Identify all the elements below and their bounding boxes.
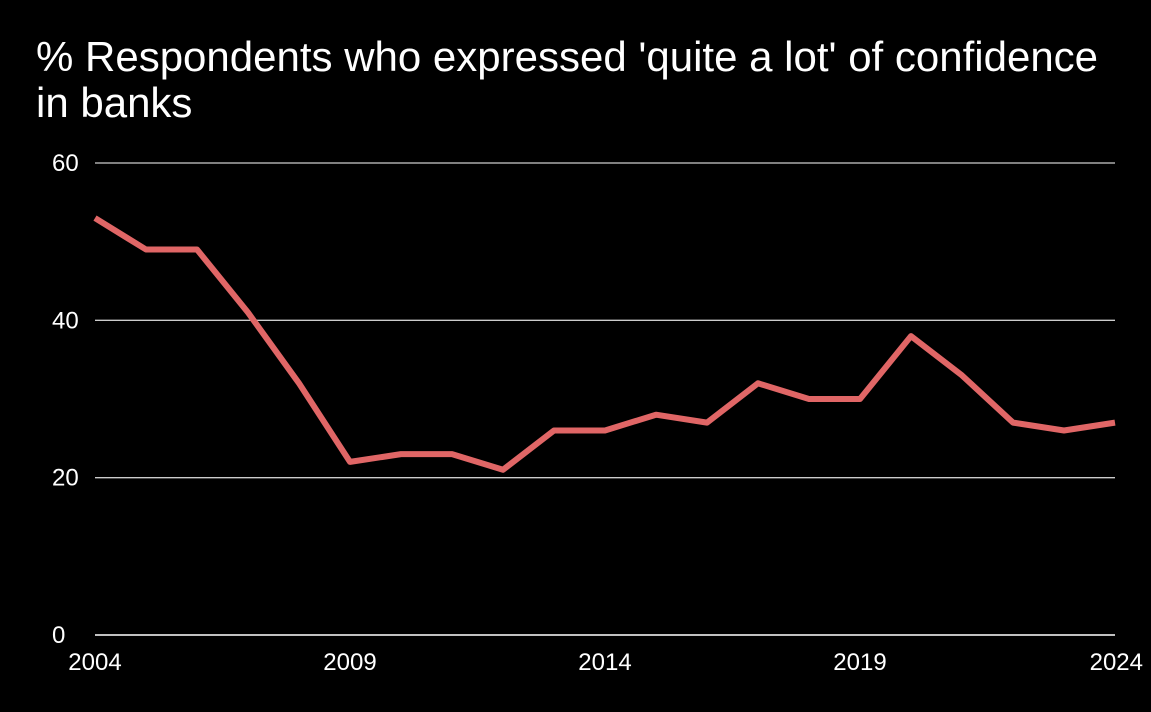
y-tick-label: 40	[52, 307, 79, 334]
series-layer	[93, 215, 1116, 473]
x-tick-label: 2009	[323, 649, 376, 676]
x-axis-tick-labels: 2004 2009 2014 2019 2024	[68, 649, 1143, 676]
chart-title: % Respondents who expressed 'quite a lot…	[36, 33, 1099, 126]
y-tick-label: 20	[52, 465, 79, 492]
x-tick-label: 2004	[68, 649, 121, 676]
x-tick-label: 2024	[1090, 649, 1143, 676]
x-tick-label: 2019	[833, 649, 886, 676]
series-line	[93, 215, 1116, 473]
gridlines	[95, 162, 1115, 479]
y-tick-label: 60	[52, 150, 79, 177]
y-tick-label: 0	[52, 622, 65, 649]
y-axis-tick-labels: 0 20 40 60	[52, 150, 79, 649]
x-tick-label: 2014	[578, 649, 631, 676]
